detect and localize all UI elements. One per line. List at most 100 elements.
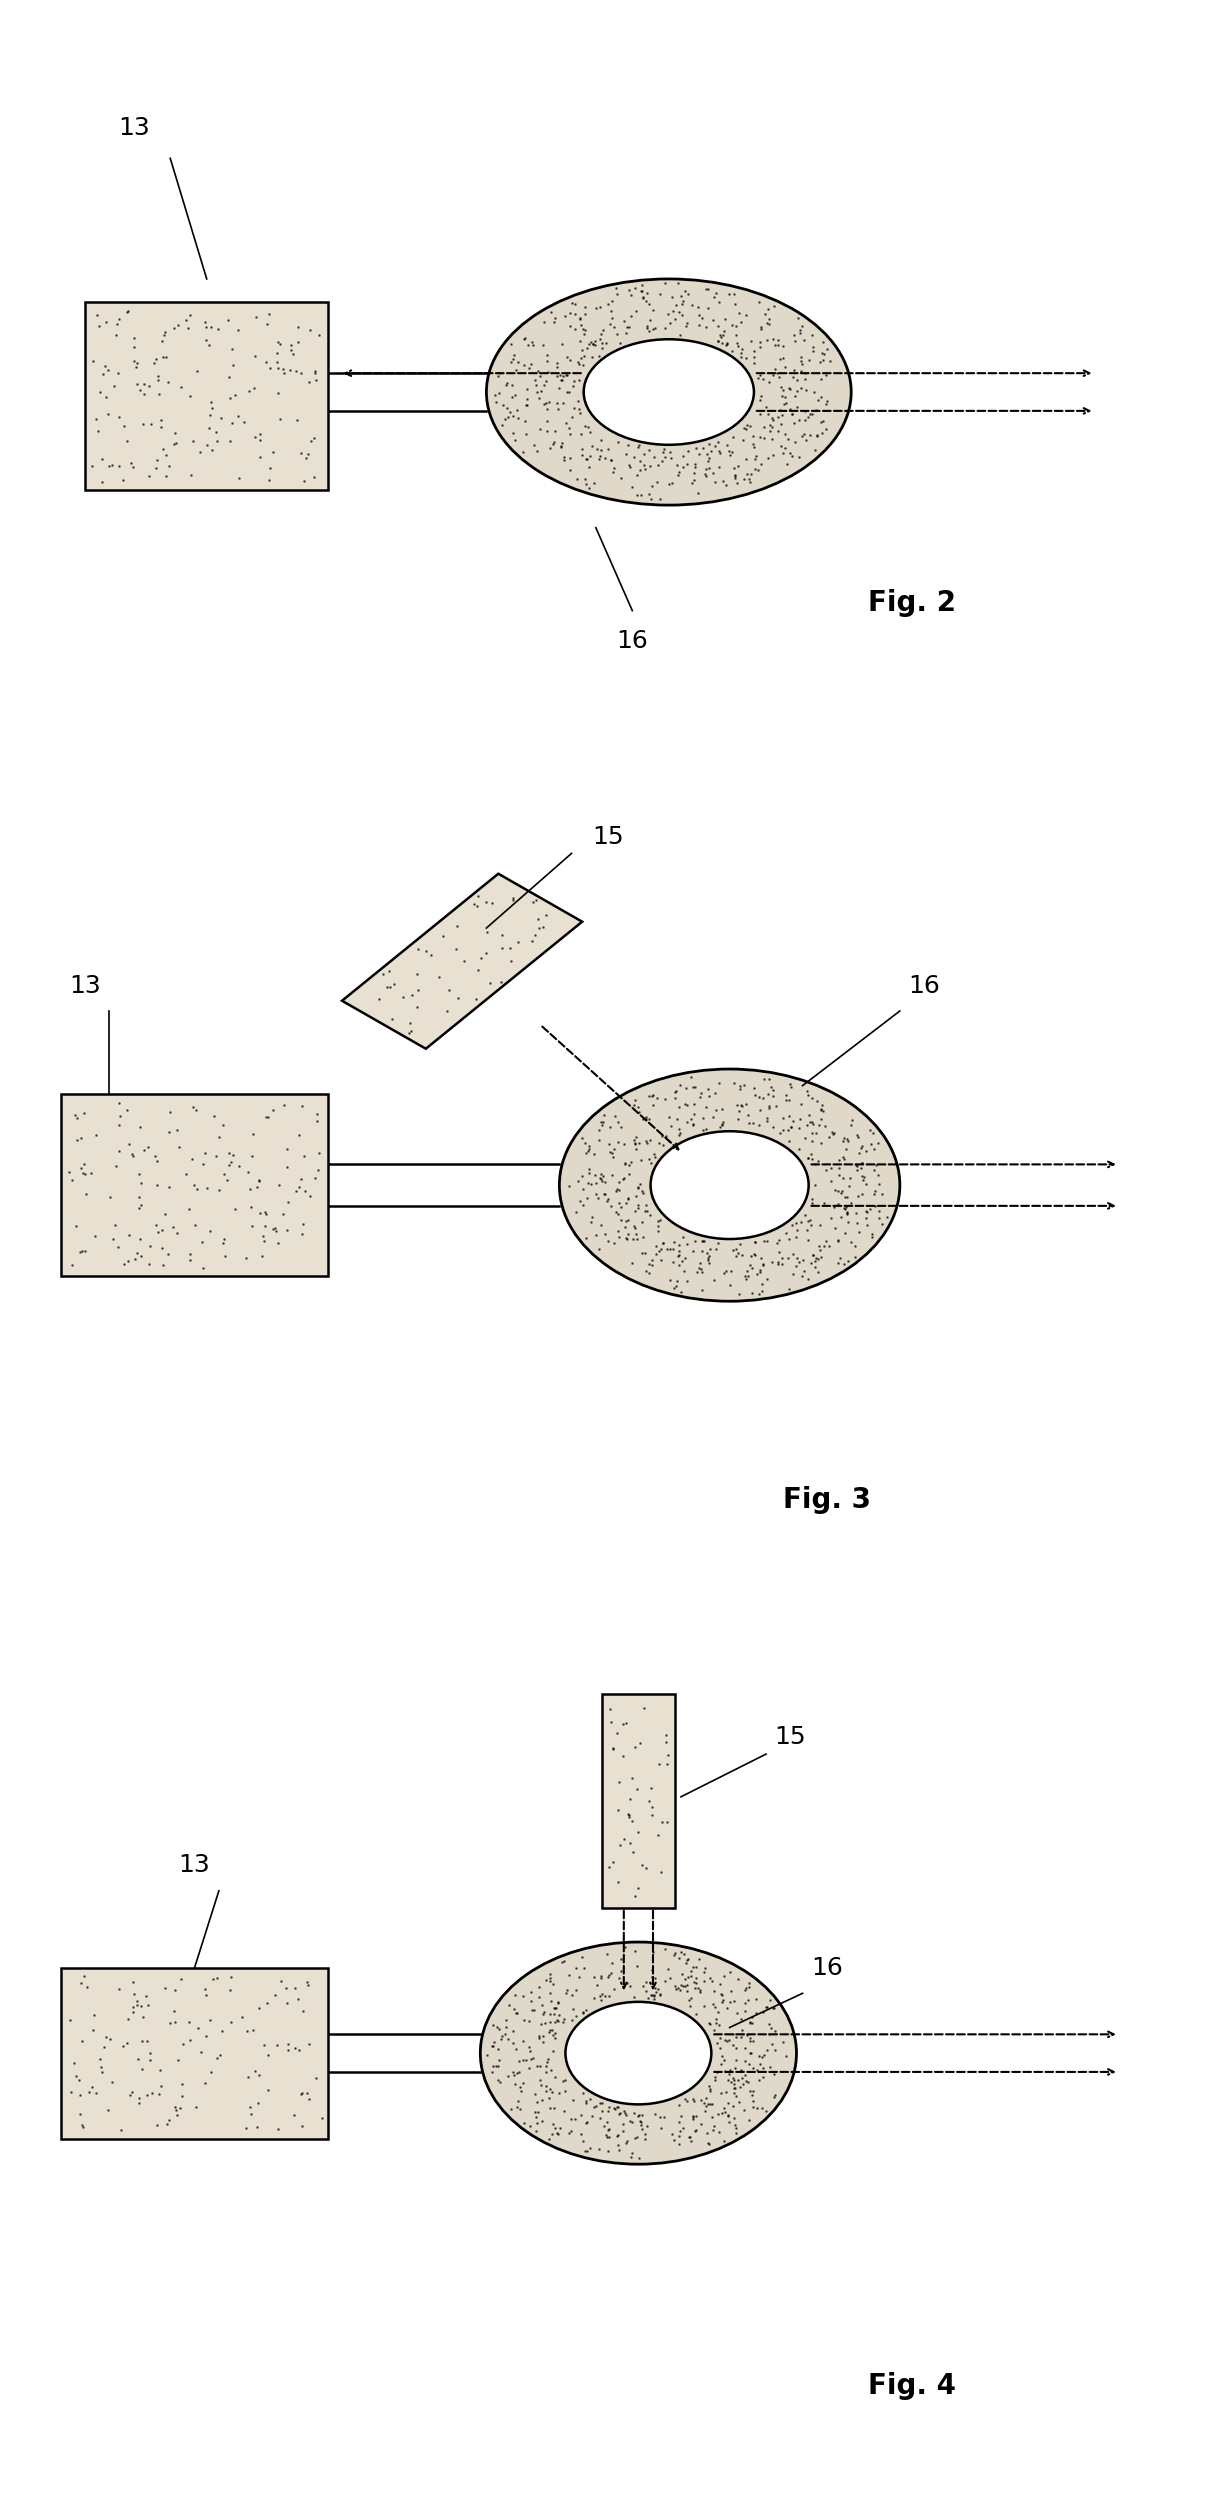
Point <box>689 1076 709 1116</box>
Point <box>728 2061 748 2101</box>
Point <box>625 2093 644 2134</box>
Point <box>499 397 518 437</box>
Point <box>711 1973 731 2013</box>
Point <box>609 2129 629 2169</box>
Point <box>83 447 102 488</box>
Point <box>489 372 508 412</box>
Point <box>663 462 682 503</box>
Point <box>683 2098 703 2139</box>
Point <box>642 477 662 518</box>
Point <box>683 2096 703 2136</box>
Point <box>603 1136 623 1176</box>
Point <box>657 1116 676 1156</box>
Point <box>761 2008 781 2048</box>
Point <box>556 402 575 442</box>
Point <box>482 882 501 922</box>
Point <box>743 2071 762 2111</box>
Point <box>163 1206 182 1246</box>
Point <box>96 2018 116 2058</box>
Point <box>693 1098 713 1138</box>
Point <box>114 460 134 500</box>
Point <box>685 1963 704 2003</box>
Point <box>739 462 759 503</box>
Point <box>266 332 286 372</box>
Point <box>643 1086 663 1126</box>
Point <box>687 1948 706 1988</box>
Point <box>641 447 660 488</box>
Point <box>288 307 308 347</box>
Point <box>698 2083 717 2123</box>
Point <box>736 1256 755 1297</box>
Point <box>794 319 814 359</box>
Point <box>109 447 129 488</box>
Point <box>278 1181 298 1221</box>
Point <box>800 1201 820 1241</box>
Point <box>613 2111 632 2151</box>
Point <box>814 1226 833 1267</box>
Point <box>689 294 709 334</box>
Point <box>841 1221 861 1262</box>
Point <box>86 1116 106 1156</box>
Point <box>573 1169 592 1209</box>
Point <box>561 450 580 490</box>
Point <box>677 2081 697 2121</box>
Point <box>631 2101 651 2141</box>
Point <box>548 367 568 407</box>
Point <box>809 1226 828 1267</box>
Point <box>83 2010 102 2051</box>
Point <box>800 1103 820 1143</box>
Point <box>613 2103 632 2144</box>
Point <box>653 1224 672 1264</box>
Point <box>753 1272 772 1312</box>
Point <box>860 1111 879 1151</box>
Point <box>578 1164 597 1204</box>
Point <box>726 1236 745 1277</box>
Text: 16: 16 <box>811 1955 843 1980</box>
Point <box>501 927 520 968</box>
Point <box>581 1201 601 1241</box>
Text: 16: 16 <box>908 975 940 998</box>
Point <box>220 1146 240 1186</box>
Point <box>817 384 837 425</box>
Point <box>126 1980 146 2020</box>
Point <box>810 1206 829 1246</box>
Point <box>522 1980 541 2020</box>
Point <box>737 455 756 495</box>
Point <box>665 299 685 339</box>
Point <box>546 1988 565 2028</box>
Point <box>542 2010 562 2051</box>
Point <box>94 354 113 395</box>
Point <box>517 384 536 425</box>
Point <box>773 337 793 377</box>
Point <box>478 2036 497 2076</box>
Point <box>720 435 739 475</box>
Point <box>180 2020 199 2061</box>
Point <box>585 462 604 503</box>
Point <box>669 1088 688 1128</box>
Point <box>253 1216 272 1256</box>
Point <box>531 369 551 410</box>
Point <box>624 1832 643 1872</box>
Point <box>67 1206 86 1246</box>
Point <box>744 332 764 372</box>
Point <box>527 2046 546 2086</box>
Point <box>691 1970 710 2010</box>
Point <box>782 395 801 435</box>
Point <box>186 1204 206 1244</box>
Point <box>292 2073 311 2113</box>
Point <box>508 397 528 437</box>
Point <box>626 1116 646 1156</box>
Point <box>147 1141 167 1181</box>
Point <box>216 1158 236 1199</box>
Point <box>485 2023 505 2063</box>
Point <box>131 1236 151 1277</box>
Point <box>686 445 705 485</box>
Point <box>801 1133 821 1174</box>
Point <box>297 1963 316 2003</box>
Point <box>682 462 702 503</box>
Point <box>119 1241 139 1282</box>
Point <box>576 440 596 480</box>
Point <box>578 329 597 369</box>
Point <box>821 342 840 382</box>
Point <box>784 349 804 390</box>
